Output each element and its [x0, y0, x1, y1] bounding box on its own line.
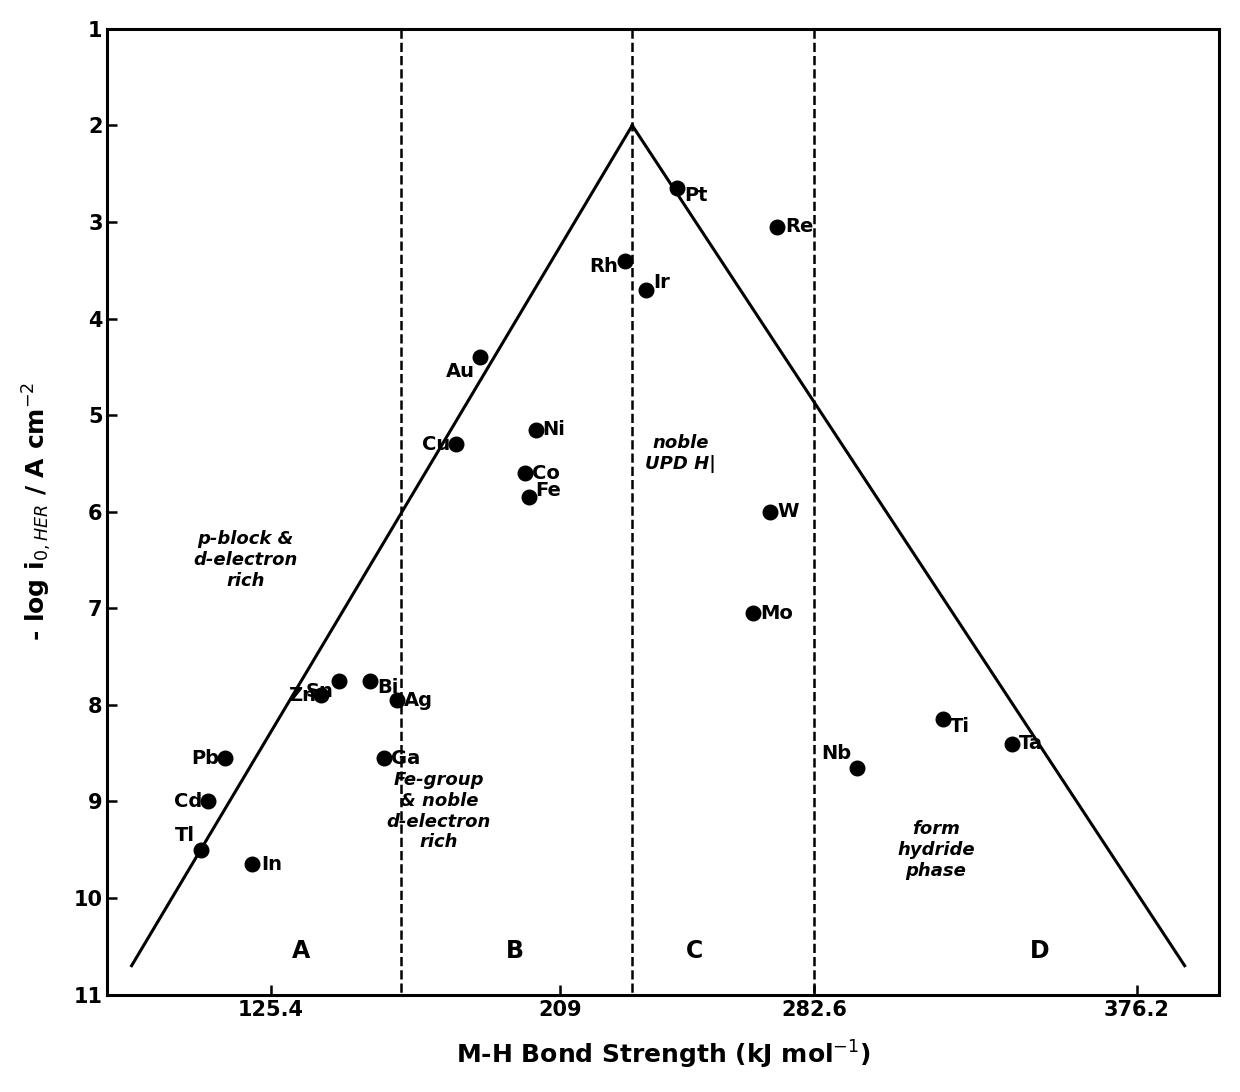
- Text: Sn: Sn: [305, 682, 334, 701]
- Text: Ni: Ni: [543, 420, 565, 439]
- Text: noble
UPD H|: noble UPD H|: [645, 435, 715, 473]
- Text: Ga: Ga: [391, 748, 420, 768]
- Point: [388, 691, 408, 709]
- Text: Ag: Ag: [404, 690, 434, 710]
- Text: C: C: [686, 939, 703, 963]
- Point: [667, 179, 687, 197]
- Point: [1002, 735, 1022, 752]
- Point: [615, 252, 635, 270]
- Point: [516, 464, 536, 482]
- Text: Cu: Cu: [423, 435, 450, 453]
- Text: Cd: Cd: [174, 792, 202, 811]
- Text: A: A: [291, 939, 310, 963]
- Text: p-block &
d-electron
rich: p-block & d-electron rich: [193, 531, 298, 590]
- Point: [191, 841, 211, 858]
- Text: Re: Re: [786, 217, 813, 236]
- Text: B: B: [506, 939, 523, 963]
- Point: [470, 348, 490, 366]
- Point: [360, 672, 379, 689]
- Text: Tl: Tl: [175, 827, 195, 845]
- Point: [932, 711, 952, 728]
- Text: Rh: Rh: [589, 257, 619, 275]
- Point: [197, 793, 217, 810]
- Point: [847, 759, 867, 776]
- Point: [215, 749, 234, 767]
- Text: Nb: Nb: [821, 745, 851, 763]
- Point: [373, 749, 393, 767]
- Text: Bi: Bi: [377, 678, 398, 697]
- Point: [518, 488, 538, 506]
- Point: [329, 672, 348, 689]
- Text: Ir: Ir: [653, 273, 670, 293]
- Point: [526, 420, 546, 438]
- Text: D: D: [1030, 939, 1049, 963]
- Point: [760, 503, 780, 521]
- Text: form
hydride
phase: form hydride phase: [898, 820, 975, 879]
- Point: [446, 436, 466, 453]
- Text: W: W: [777, 502, 799, 521]
- Text: Zn: Zn: [288, 686, 316, 704]
- Text: Ta: Ta: [1019, 734, 1043, 753]
- Y-axis label: - log i$_{0,HER}$ / A cm$^{-2}$: - log i$_{0,HER}$ / A cm$^{-2}$: [21, 382, 55, 641]
- Point: [743, 605, 763, 622]
- Text: Mo: Mo: [760, 604, 792, 622]
- Text: In: In: [260, 855, 281, 874]
- Text: Ti: Ti: [950, 716, 970, 736]
- Point: [311, 687, 331, 704]
- Text: Pb: Pb: [191, 748, 219, 768]
- Text: Co: Co: [532, 464, 560, 483]
- X-axis label: M-H Bond Strength (kJ mol$^{-1}$): M-H Bond Strength (kJ mol$^{-1}$): [456, 1038, 870, 1071]
- Text: Au: Au: [445, 361, 475, 381]
- Text: Fe-group
& noble
d-electron
rich: Fe-group & noble d-electron rich: [387, 771, 491, 852]
- Text: Fe: Fe: [536, 480, 562, 500]
- Text: Pt: Pt: [684, 186, 708, 204]
- Point: [243, 855, 263, 873]
- Point: [636, 281, 656, 298]
- Point: [768, 218, 787, 236]
